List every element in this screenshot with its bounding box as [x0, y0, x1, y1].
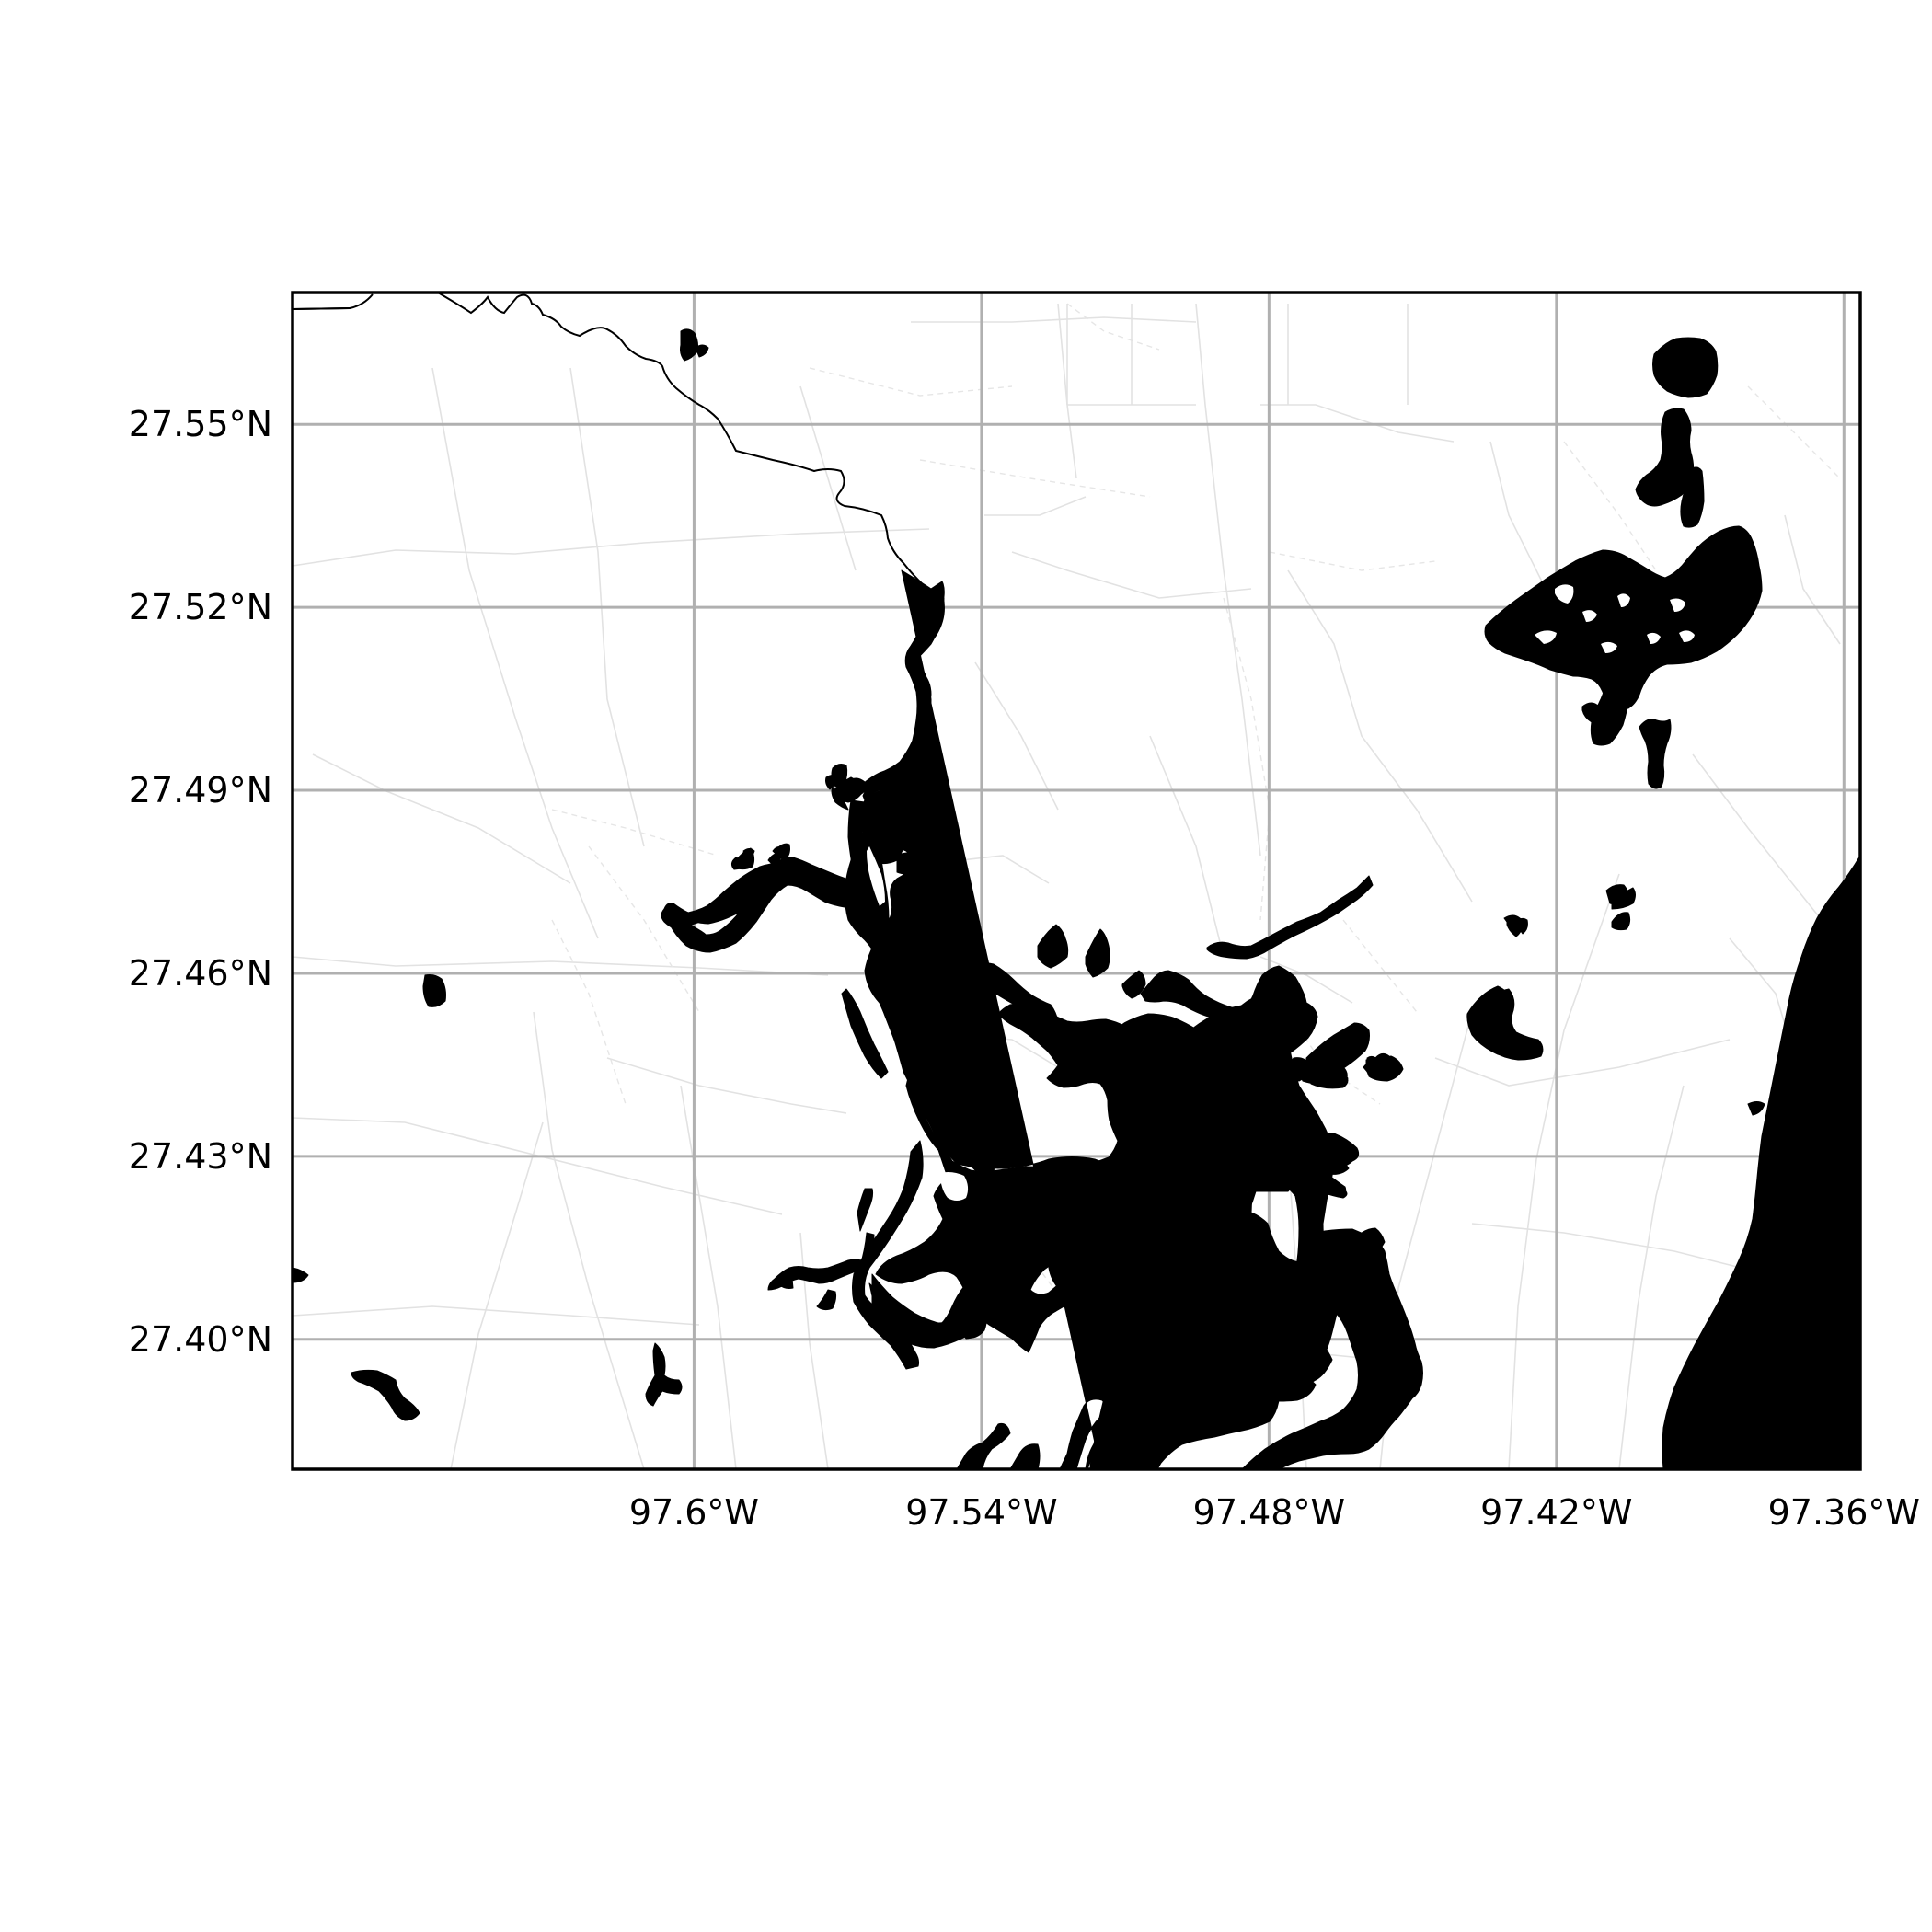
ne-lake-north [1652, 337, 1719, 398]
water-features [293, 293, 1860, 1469]
lon-tick-labels: 97.6°W 97.54°W 97.48°W 97.42°W 97.36°W [629, 1492, 1920, 1533]
northeast-creek [1206, 875, 1374, 960]
west-branch-mid [691, 867, 790, 925]
inlet-north-tip-1 [970, 962, 1059, 1024]
ne-lake-lobe [1680, 466, 1705, 528]
bay-central-south [1064, 1191, 1317, 1402]
bay-southeast-arm [1241, 1228, 1423, 1469]
upper-west-stub [846, 777, 866, 799]
lat-tick-label: 27.55°N [129, 404, 272, 444]
channel-east-bulge [864, 799, 907, 865]
lon-tick-label: 97.42°W [1480, 1492, 1632, 1533]
channel-confluence [850, 590, 945, 801]
pond-south-mid [1313, 1147, 1350, 1175]
upper-tributary-spur [825, 775, 849, 811]
gulf-coast [1662, 855, 1860, 1469]
west-branch-spurs [742, 846, 785, 866]
pond-west [422, 974, 446, 1007]
pond-central-south [961, 1301, 987, 1339]
ne-lake-big [1484, 525, 1763, 710]
bay-south-outlet [1089, 1370, 1280, 1469]
lat-tick-label: 27.52°N [129, 587, 272, 627]
channel-spur-east [896, 852, 918, 875]
lon-tick-label: 97.36°W [1768, 1492, 1920, 1533]
lat-tick-labels: 27.55°N 27.52°N 27.49°N 27.46°N 27.43°N 27.40… [129, 404, 272, 1360]
channel-split [878, 954, 1013, 1169]
pond-south-central [645, 1342, 683, 1407]
lon-tick-label: 97.48°W [1193, 1492, 1345, 1533]
map-plot-area[interactable] [293, 293, 1860, 1469]
lat-tick-label: 27.43°N [129, 1136, 272, 1177]
lat-tick-label: 27.46°N [129, 953, 272, 994]
ne-pond-small [1605, 884, 1629, 905]
land-islands [867, 584, 1695, 1201]
sw-arm-west [767, 1259, 862, 1291]
inlet-east-upper-arm [1164, 1004, 1269, 1072]
ne-lake-middle [1635, 408, 1695, 507]
channel-lower-left-bank [847, 799, 884, 949]
inlet-north-branch [1140, 965, 1308, 1041]
inlet-north-tip-2 [1037, 924, 1069, 969]
pond-sw [351, 1369, 420, 1421]
lon-tick-label: 97.6°W [629, 1492, 759, 1533]
lon-tick-label: 97.54°W [905, 1492, 1057, 1533]
pond-north-small [680, 328, 709, 362]
inlet-north-tip-4 [1121, 970, 1146, 999]
pond-far-west [293, 1267, 309, 1283]
lat-tick-label: 27.40°N [129, 1319, 272, 1360]
sw-arm-fingers [776, 1188, 875, 1311]
west-branch-end [663, 857, 742, 922]
inlet-east-mid [1160, 1144, 1243, 1182]
pond-lake-north [1298, 1062, 1334, 1085]
map-frame [291, 291, 1862, 1471]
road-network [293, 303, 1841, 1469]
ne-pond-drop [1639, 719, 1672, 789]
west-branch [776, 857, 870, 903]
lat-tick-label: 27.49°N [129, 770, 272, 811]
inlet-east-spur [1163, 1089, 1229, 1131]
pond-lake-mid [1304, 1175, 1342, 1193]
ne-lake-southwest-bit [1581, 702, 1600, 723]
ne-pond-tiny [1503, 914, 1521, 932]
channel-split-island-left [841, 988, 889, 1079]
inlet-north-tip-3 [1085, 928, 1110, 978]
coast-spit [1747, 1101, 1765, 1116]
pond-east-bean [1466, 985, 1536, 1058]
pond-east-lobe [1374, 1052, 1393, 1077]
boundary-line [293, 307, 351, 310]
river-channel [293, 293, 928, 590]
upper-east-stubs [905, 776, 937, 857]
pond-ne-oval [1611, 912, 1631, 931]
